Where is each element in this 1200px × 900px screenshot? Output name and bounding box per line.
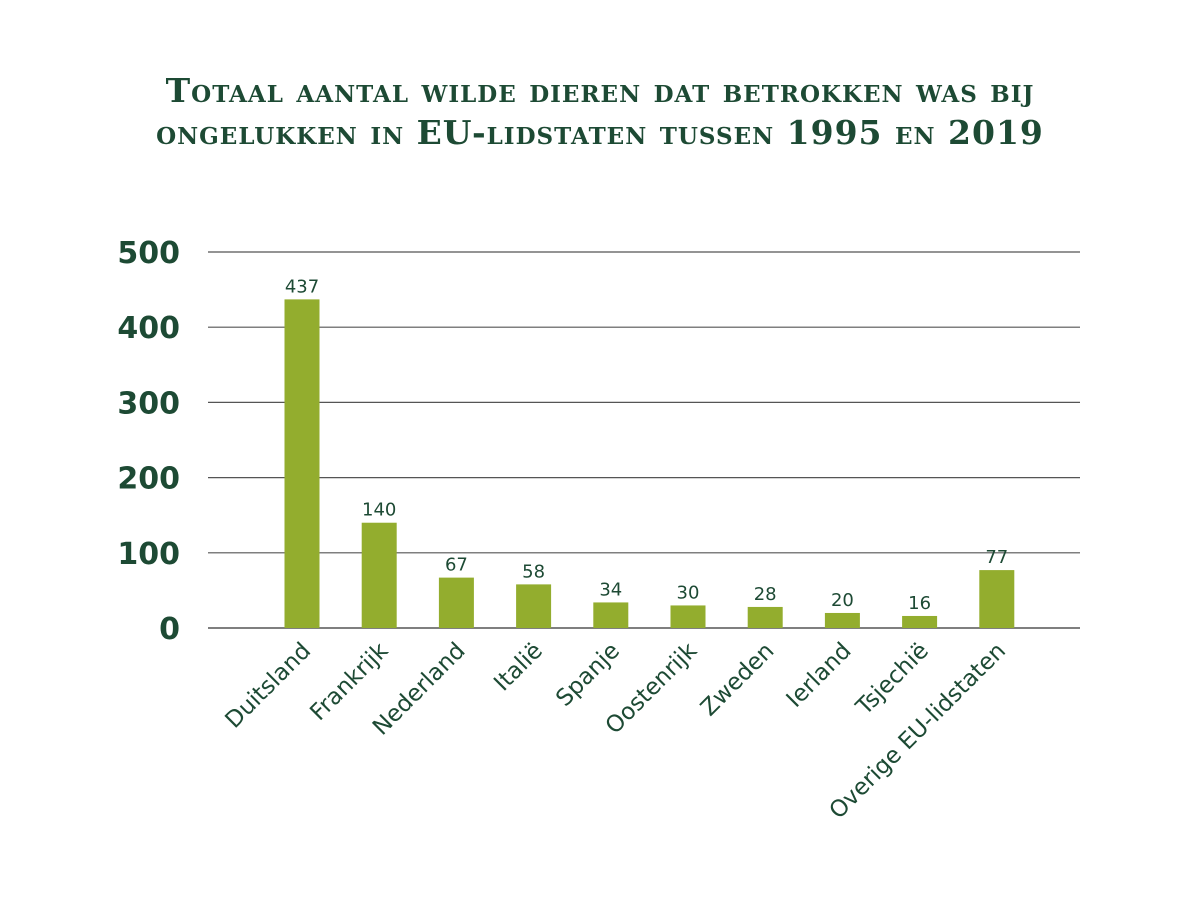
data-label: 30	[677, 582, 700, 603]
bar	[824, 612, 860, 628]
chart-title-line-2: ongelukken in EU-lidstaten tussen 1995 e…	[156, 113, 1044, 152]
bars	[284, 299, 1015, 628]
y-tick-label: 500	[117, 236, 180, 271]
data-labels: 437 140 67 58 34 30 28 20 16 77	[285, 276, 1008, 614]
data-label: 20	[831, 590, 854, 611]
y-tick-label: 0	[159, 612, 180, 647]
bar	[593, 602, 629, 628]
y-axis-ticks: 0 100 200 300 400 500	[117, 236, 180, 647]
gridlines	[208, 251, 1080, 629]
x-tick-label: Italië	[489, 638, 548, 697]
data-label: 140	[362, 500, 396, 521]
data-label: 58	[522, 561, 545, 582]
bar	[979, 570, 1015, 628]
bar	[284, 299, 320, 628]
bar	[747, 606, 783, 628]
data-label: 77	[985, 547, 1008, 568]
x-tick-label: Zweden	[696, 638, 779, 721]
chart-title-line-1: Totaal aantal wilde dieren dat betrokken…	[165, 71, 1035, 110]
bar	[361, 522, 397, 628]
bar	[902, 615, 938, 628]
data-label: 16	[908, 593, 931, 614]
bar	[438, 577, 474, 628]
y-tick-label: 400	[117, 311, 180, 346]
y-tick-label: 100	[117, 537, 180, 572]
data-label: 437	[285, 276, 319, 297]
y-tick-label: 200	[117, 462, 180, 497]
x-tick-label: Duitsland	[221, 638, 317, 734]
data-label: 28	[754, 584, 777, 605]
bar	[516, 584, 552, 628]
data-label: 67	[445, 555, 468, 576]
x-tick-label: Spanje	[551, 638, 625, 712]
y-tick-label: 300	[117, 386, 180, 421]
x-tick-label: Ierland	[782, 638, 857, 713]
chart-title: Totaal aantal wilde dieren dat betrokken…	[60, 70, 1140, 154]
data-label: 34	[599, 579, 622, 600]
bar	[670, 605, 706, 628]
